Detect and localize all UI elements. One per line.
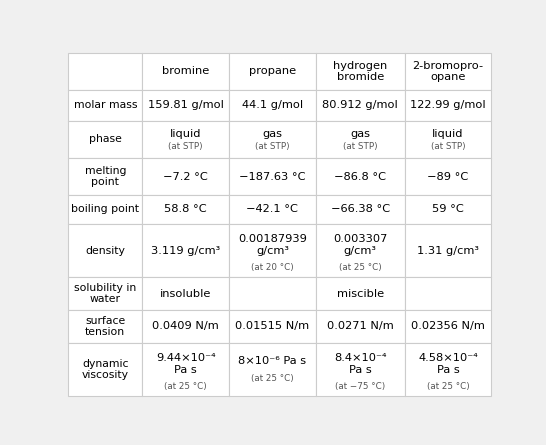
Text: −7.2 °C: −7.2 °C bbox=[163, 171, 208, 182]
Text: 8×10⁻⁶ Pa s: 8×10⁻⁶ Pa s bbox=[239, 356, 306, 366]
Text: 58.8 °C: 58.8 °C bbox=[164, 204, 207, 214]
Text: 8.4×10⁻⁴
Pa s: 8.4×10⁻⁴ Pa s bbox=[334, 353, 387, 375]
Bar bbox=[68, 277, 143, 310]
Text: boiling point: boiling point bbox=[72, 204, 139, 214]
Text: 122.99 g/mol: 122.99 g/mol bbox=[410, 100, 486, 110]
Text: phase: phase bbox=[89, 134, 122, 145]
Text: miscible: miscible bbox=[337, 289, 384, 299]
Bar bbox=[229, 89, 316, 121]
Text: (at STP): (at STP) bbox=[168, 142, 203, 151]
Bar bbox=[143, 224, 229, 277]
Text: 0.02356 N/m: 0.02356 N/m bbox=[411, 321, 485, 332]
Bar bbox=[143, 89, 229, 121]
Text: bromine: bromine bbox=[162, 66, 209, 77]
Bar bbox=[316, 89, 405, 121]
Bar bbox=[405, 343, 491, 396]
Text: (at STP): (at STP) bbox=[431, 142, 465, 151]
Bar bbox=[68, 224, 143, 277]
Text: 0.01515 N/m: 0.01515 N/m bbox=[235, 321, 310, 332]
Bar bbox=[405, 53, 491, 89]
Bar bbox=[405, 158, 491, 194]
Text: −66.38 °C: −66.38 °C bbox=[331, 204, 390, 214]
Bar bbox=[316, 194, 405, 224]
Text: −89 °C: −89 °C bbox=[428, 171, 468, 182]
Text: (at 25 °C): (at 25 °C) bbox=[339, 263, 382, 272]
Text: liquid: liquid bbox=[432, 129, 464, 139]
Text: (at STP): (at STP) bbox=[255, 142, 290, 151]
Text: melting
point: melting point bbox=[85, 166, 126, 187]
Bar bbox=[316, 277, 405, 310]
Bar bbox=[405, 277, 491, 310]
Text: 44.1 g/mol: 44.1 g/mol bbox=[242, 100, 303, 110]
Text: −42.1 °C: −42.1 °C bbox=[246, 204, 298, 214]
Text: gas: gas bbox=[263, 129, 282, 139]
Text: 159.81 g/mol: 159.81 g/mol bbox=[148, 100, 224, 110]
Bar bbox=[229, 158, 316, 194]
Text: density: density bbox=[85, 246, 125, 255]
Text: molar mass: molar mass bbox=[74, 100, 137, 110]
Bar bbox=[229, 310, 316, 343]
Bar bbox=[405, 310, 491, 343]
Bar bbox=[143, 121, 229, 158]
Bar bbox=[316, 224, 405, 277]
Text: 80.912 g/mol: 80.912 g/mol bbox=[322, 100, 398, 110]
Text: (at 25 °C): (at 25 °C) bbox=[251, 375, 294, 384]
Text: solubility in
water: solubility in water bbox=[74, 283, 136, 304]
Text: propane: propane bbox=[249, 66, 296, 77]
Bar bbox=[405, 194, 491, 224]
Bar bbox=[316, 310, 405, 343]
Bar bbox=[68, 158, 143, 194]
Text: 0.00187939
g/cm³: 0.00187939 g/cm³ bbox=[238, 235, 307, 256]
Text: 0.003307
g/cm³: 0.003307 g/cm³ bbox=[333, 235, 388, 256]
Text: 4.58×10⁻⁴
Pa s: 4.58×10⁻⁴ Pa s bbox=[418, 353, 478, 375]
Text: (at 20 °C): (at 20 °C) bbox=[251, 263, 294, 272]
Bar bbox=[68, 194, 143, 224]
Bar bbox=[143, 343, 229, 396]
Text: 0.0409 N/m: 0.0409 N/m bbox=[152, 321, 219, 332]
Text: 0.0271 N/m: 0.0271 N/m bbox=[327, 321, 394, 332]
Text: −187.63 °C: −187.63 °C bbox=[239, 171, 306, 182]
Text: (at 25 °C): (at 25 °C) bbox=[426, 382, 470, 391]
Bar bbox=[316, 343, 405, 396]
Bar bbox=[229, 121, 316, 158]
Bar bbox=[68, 310, 143, 343]
Text: insoluble: insoluble bbox=[160, 289, 211, 299]
Text: liquid: liquid bbox=[170, 129, 201, 139]
Bar bbox=[143, 277, 229, 310]
Bar bbox=[143, 53, 229, 89]
Text: surface
tension: surface tension bbox=[85, 316, 126, 337]
Bar bbox=[143, 194, 229, 224]
Bar bbox=[229, 194, 316, 224]
Bar bbox=[316, 121, 405, 158]
Bar bbox=[405, 89, 491, 121]
Text: 9.44×10⁻⁴
Pa s: 9.44×10⁻⁴ Pa s bbox=[156, 353, 216, 375]
Text: (at 25 °C): (at 25 °C) bbox=[164, 382, 207, 391]
Bar bbox=[229, 224, 316, 277]
Bar bbox=[316, 158, 405, 194]
Text: hydrogen
bromide: hydrogen bromide bbox=[333, 61, 387, 82]
Bar bbox=[229, 53, 316, 89]
Text: (at −75 °C): (at −75 °C) bbox=[335, 382, 385, 391]
Bar bbox=[68, 121, 143, 158]
Text: gas: gas bbox=[350, 129, 370, 139]
Text: (at STP): (at STP) bbox=[343, 142, 377, 151]
Text: −86.8 °C: −86.8 °C bbox=[334, 171, 386, 182]
Bar bbox=[229, 277, 316, 310]
Text: 59 °C: 59 °C bbox=[432, 204, 464, 214]
Bar bbox=[405, 224, 491, 277]
Bar bbox=[143, 310, 229, 343]
Text: 2-bromopro-
opane: 2-bromopro- opane bbox=[412, 61, 484, 82]
Bar bbox=[229, 343, 316, 396]
Bar bbox=[405, 121, 491, 158]
Text: dynamic
viscosity: dynamic viscosity bbox=[82, 359, 129, 380]
Text: 3.119 g/cm³: 3.119 g/cm³ bbox=[151, 246, 220, 255]
Text: 1.31 g/cm³: 1.31 g/cm³ bbox=[417, 246, 479, 255]
Bar bbox=[68, 53, 143, 89]
Bar bbox=[68, 343, 143, 396]
Bar bbox=[316, 53, 405, 89]
Bar bbox=[68, 89, 143, 121]
Bar bbox=[143, 158, 229, 194]
